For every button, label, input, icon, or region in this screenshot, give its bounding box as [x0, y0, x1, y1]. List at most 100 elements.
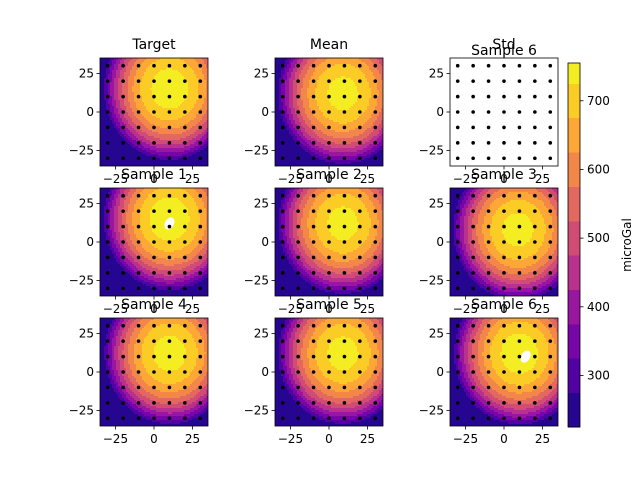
panel-7: −25 0 25 25 0 −25	[244, 317, 384, 446]
station-point	[183, 224, 187, 229]
station-point	[548, 125, 553, 130]
station-point	[198, 286, 203, 291]
station-point	[358, 385, 362, 390]
station-point	[358, 255, 362, 260]
station-point	[373, 401, 378, 405]
station-point	[486, 209, 491, 213]
colorbar-band	[568, 255, 580, 290]
station-point	[296, 255, 300, 260]
station-point	[167, 286, 172, 291]
station-point	[358, 110, 362, 114]
station-point	[296, 286, 300, 291]
y-tick-label: 25	[254, 326, 269, 340]
station-points	[280, 63, 378, 161]
station-point	[455, 323, 460, 328]
station-point	[358, 79, 362, 83]
station-point	[198, 94, 203, 99]
y-tick-label: 0	[436, 105, 444, 119]
station-point	[121, 110, 125, 114]
station-point	[533, 79, 537, 83]
station-point	[121, 141, 125, 145]
station-point	[373, 323, 378, 328]
station-point	[455, 156, 460, 161]
station-point	[167, 271, 172, 275]
station-point	[471, 110, 475, 114]
station-point	[327, 286, 331, 291]
colorbar-band	[568, 63, 580, 84]
station-point	[152, 193, 156, 198]
station-point	[311, 401, 316, 405]
station-point	[533, 339, 537, 343]
station-point	[152, 110, 156, 114]
station-point	[280, 110, 285, 114]
station-point	[121, 224, 125, 229]
station-point	[471, 385, 475, 390]
station-point	[327, 370, 331, 374]
station-point	[502, 401, 506, 405]
station-point	[502, 354, 506, 359]
panel-title: Sample 1	[121, 167, 187, 183]
station-point	[311, 385, 316, 390]
station-point	[471, 255, 475, 260]
station-point	[136, 385, 141, 390]
station-point	[455, 224, 460, 229]
station-point	[183, 193, 187, 198]
colorbar-tick-label: 300	[587, 368, 610, 382]
station-point	[105, 370, 110, 374]
station-point	[373, 110, 378, 114]
station-point	[167, 354, 172, 359]
panel-3: −25 0 25 25 0 −25	[69, 187, 209, 316]
station-point	[296, 94, 300, 99]
station-point	[198, 323, 203, 328]
station-point	[198, 125, 203, 130]
y-tick-label: 25	[254, 196, 269, 210]
station-point	[105, 94, 110, 99]
station-point	[533, 209, 537, 213]
station-point	[136, 401, 141, 405]
station-point	[167, 416, 172, 421]
station-point	[183, 255, 187, 260]
station-point	[517, 193, 522, 198]
station-point	[198, 354, 203, 359]
y-tick-label: 25	[429, 326, 444, 340]
station-point	[342, 94, 347, 99]
station-point	[373, 416, 378, 421]
x-tick-label: 25	[185, 302, 200, 316]
station-point	[198, 385, 203, 390]
panel-grid: −25 0 25 25 0 −25 −25 0 25 25 0 −25 −25 0 25 25 0 −25 −25 0…	[69, 57, 559, 446]
station-point	[455, 240, 460, 244]
station-point	[280, 156, 285, 161]
station-point	[136, 125, 141, 130]
station-point	[342, 125, 347, 130]
station-point	[486, 416, 491, 421]
station-point	[502, 63, 506, 68]
y-tick-label: 0	[436, 365, 444, 379]
station-point	[358, 401, 362, 405]
station-point	[502, 125, 506, 130]
panel-title: Target	[131, 37, 176, 53]
x-tick-label: 25	[535, 302, 550, 316]
station-point	[105, 224, 110, 229]
station-points	[105, 193, 203, 291]
station-point	[455, 416, 460, 421]
station-point	[517, 339, 522, 343]
station-point	[198, 110, 203, 114]
station-point	[471, 94, 475, 99]
station-point	[486, 385, 491, 390]
panel-title: Sample 5	[296, 297, 362, 313]
colorbar-tick-label: 500	[587, 231, 610, 245]
overlay-layer: Target Mean Std Sample 1 Sample 2 Sample 3 Sam…	[121, 37, 537, 313]
station-point	[548, 416, 553, 421]
station-point	[105, 125, 110, 130]
station-point	[327, 240, 331, 244]
station-point	[358, 63, 362, 68]
station-point	[517, 370, 522, 374]
station-point	[471, 370, 475, 374]
station-point	[533, 401, 537, 405]
station-point	[152, 286, 156, 291]
station-point	[517, 385, 522, 390]
station-point	[136, 370, 141, 374]
station-point	[183, 401, 187, 405]
station-point	[486, 224, 491, 229]
station-point	[198, 240, 203, 244]
